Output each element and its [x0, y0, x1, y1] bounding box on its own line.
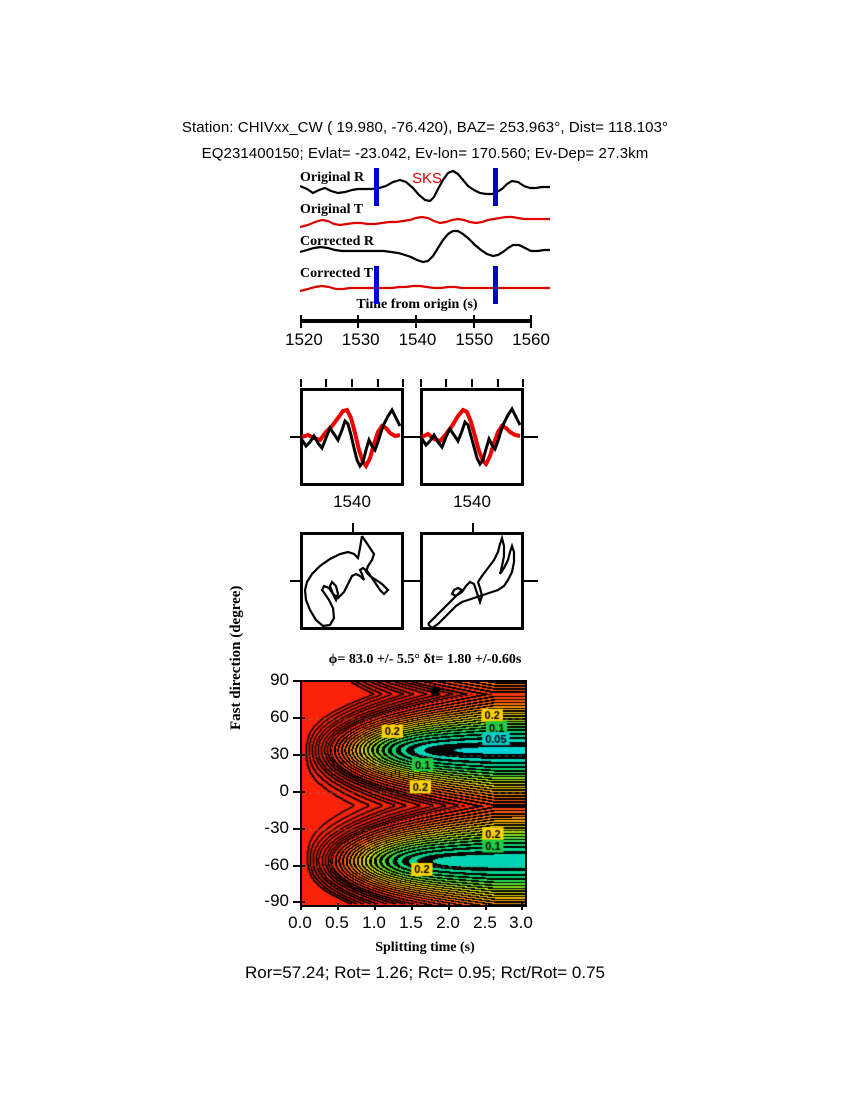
contour-surface: [302, 682, 525, 905]
time-tick-1530: 1530: [341, 330, 380, 349]
contour-ytick-0: 0: [279, 781, 289, 800]
contour-ytick-m30: -30: [264, 818, 289, 837]
hodogram-corrected: [427, 534, 516, 630]
contour-xtick-00: 0.0: [288, 913, 312, 932]
compare-right-tick-label: 1540: [453, 492, 491, 511]
trace-label-corrected-t: Corrected T: [300, 266, 373, 281]
time-tick-1540: 1540: [398, 330, 437, 349]
time-axis-tick-labels: 1520 1530 1540 1550 1560: [285, 330, 550, 350]
compare-left-waveforms: [300, 407, 402, 470]
compare-left-tick-label: 1540: [333, 492, 371, 511]
time-tick-1560: 1560: [512, 330, 550, 349]
trace-label-original-t: Original T: [300, 202, 364, 217]
trace-label-corrected-r: Corrected R: [300, 234, 374, 249]
hodogram-uncorrected: [303, 535, 390, 628]
trace-corrected-r: [300, 229, 550, 264]
contour-ytick-m90: -90: [264, 891, 289, 910]
contour-ytick-m60: -60: [264, 855, 289, 874]
window-marker-start-bottom: [374, 266, 379, 304]
event-header-line: EQ231400150; Evlat= -23.042, Ev-lon= 170…: [201, 145, 649, 162]
contour-ytick-30: 30: [270, 744, 289, 763]
contour-xtick-20: 2.0: [436, 913, 460, 932]
compare-left-fast: [300, 407, 402, 469]
window-marker-end-bottom: [493, 266, 498, 304]
quality-metrics-footer: Ror=57.24; Rot= 1.26; Rct= 0.95; Rct/Rot…: [244, 963, 606, 982]
contour-x-axis-title: Splitting time (s): [375, 940, 475, 955]
trace-original-t: [300, 215, 550, 229]
time-tick-1550: 1550: [455, 330, 494, 349]
contour-y-axis: Fast direction (degree) 90 60 30 0 -30 -…: [228, 586, 305, 910]
waveform-traces: [300, 169, 550, 293]
contour-plot-title: ϕ= 83.0 +/- 5.5° δt= 1.80 +/-0.60s: [328, 652, 522, 667]
waveform-panel: Original R Original T Corrected R Correc…: [300, 168, 550, 304]
trace-label-original-r: Original R: [300, 170, 365, 185]
contour-xtick-30: 3.0: [509, 913, 533, 932]
contour-ytick-90: 90: [270, 670, 289, 689]
sks-phase-label: SKS: [412, 170, 443, 187]
window-marker-end-top: [493, 168, 498, 206]
contour-xtick-25: 2.5: [473, 913, 497, 932]
window-marker-start-top: [374, 168, 379, 206]
time-tick-1520: 1520: [285, 330, 323, 349]
trace-original-r: [300, 169, 550, 203]
trace-corrected-t: [300, 284, 550, 293]
contour-ytick-60: 60: [270, 707, 289, 726]
compare-right-waveforms: [420, 406, 522, 468]
error-surface-contour-plot: [300, 680, 527, 907]
contour-xtick-10: 1.0: [362, 913, 386, 932]
time-axis: Time from origin (s): [300, 297, 532, 328]
contour-xtick-15: 1.5: [399, 913, 423, 932]
contour-xtick-05: 0.5: [325, 913, 349, 932]
station-header-line: Station: CHIVxx_CW ( 19.980, -76.420), B…: [181, 119, 669, 136]
time-axis-title: Time from origin (s): [356, 297, 478, 312]
compare-right-fast: [420, 406, 522, 467]
